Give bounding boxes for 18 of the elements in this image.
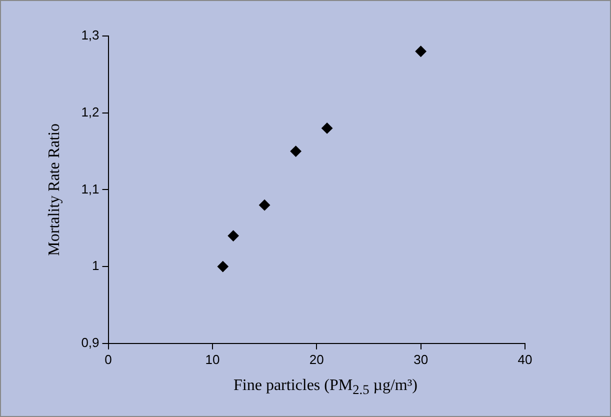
y-tick-label: 1 [92, 258, 100, 274]
y-tick-label: 1,2 [81, 104, 100, 120]
y-tick-label: 0,9 [81, 334, 100, 350]
x-tick-label: 30 [414, 352, 428, 367]
point [217, 261, 228, 272]
y-tick-label: 1,1 [81, 181, 100, 196]
point [290, 146, 302, 157]
y-tick-label: 1,3 [81, 28, 100, 43]
x-tick-label: 40 [518, 352, 532, 367]
point [322, 122, 333, 134]
x-axis-title: Fine particles (PM$_{2.5}$ µg/m³) [234, 377, 418, 398]
y-axis-title: Mortality Rate Ratio [46, 123, 63, 256]
x-tick-label: 0 [104, 352, 112, 367]
point [415, 46, 426, 57]
point [259, 200, 270, 211]
x-tick-label: 10 [205, 352, 220, 367]
x-tick-label: 20 [309, 352, 324, 367]
point [228, 230, 239, 242]
